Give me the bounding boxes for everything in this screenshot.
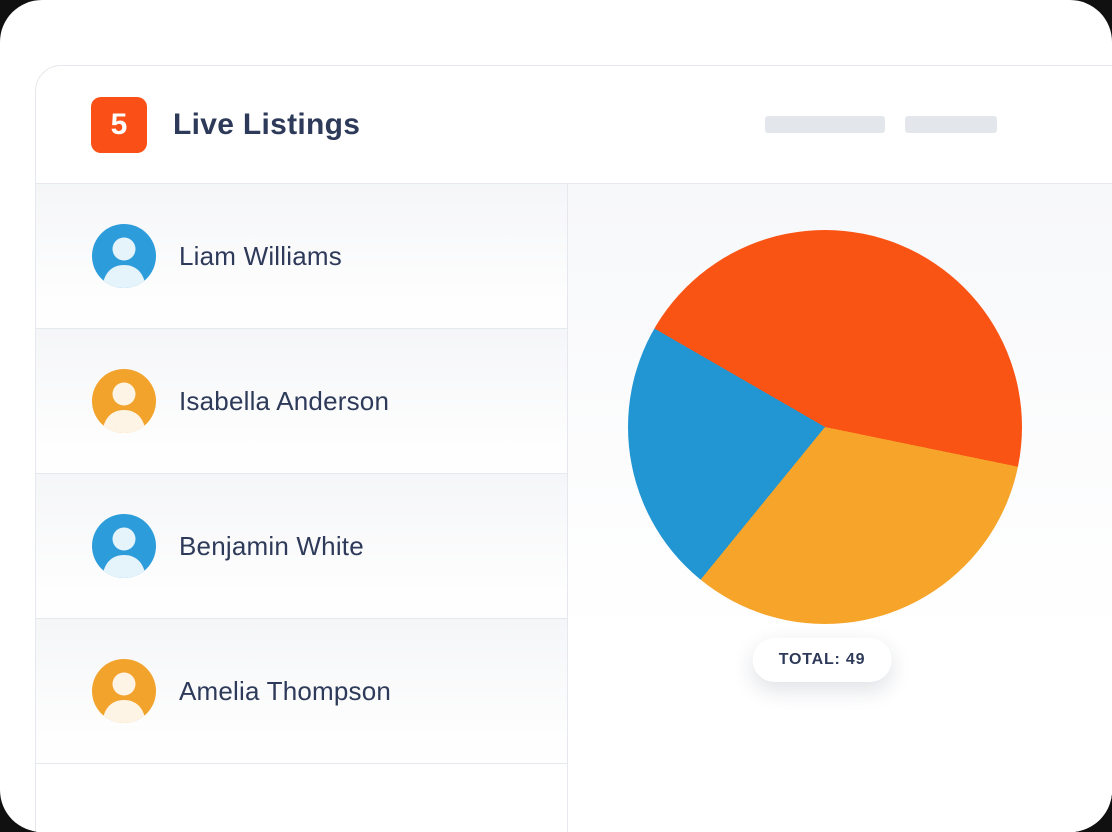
card-header: 5 Live Listings [36, 66, 1112, 183]
agent-name: Liam Williams [179, 240, 342, 271]
list-item[interactable]: Liam Williams [36, 184, 567, 329]
pie-chart [628, 230, 1022, 624]
header-placeholder-bar-2 [905, 116, 997, 133]
avatar [92, 224, 156, 288]
total-badge: TOTAL: 49 [752, 638, 892, 682]
card-body: Liam Williams Isabella Anderson [36, 183, 1112, 832]
person-icon [102, 237, 146, 288]
person-icon [102, 382, 146, 433]
live-listings-card: 5 Live Listings Liam Williams [35, 65, 1112, 832]
person-icon [102, 527, 146, 578]
avatar [92, 369, 156, 433]
avatar [92, 514, 156, 578]
list-item[interactable]: Isabella Anderson [36, 329, 567, 474]
header-placeholder-group [765, 116, 997, 133]
person-icon [102, 672, 146, 723]
page-title: Live Listings [173, 107, 361, 141]
agent-name: Amelia Thompson [179, 675, 392, 706]
list-item[interactable]: Amelia Thompson [36, 619, 567, 764]
agent-name: Isabella Anderson [179, 385, 390, 416]
agent-list: Liam Williams Isabella Anderson [36, 184, 568, 832]
agent-name: Benjamin White [179, 530, 364, 561]
chart-panel: TOTAL: 49 [568, 184, 1112, 832]
count-badge: 5 [91, 96, 147, 153]
total-badge-text: TOTAL: 49 [778, 651, 866, 668]
avatar [92, 659, 156, 723]
list-item[interactable]: Benjamin White [36, 474, 567, 619]
header-placeholder-bar-1 [765, 116, 885, 133]
